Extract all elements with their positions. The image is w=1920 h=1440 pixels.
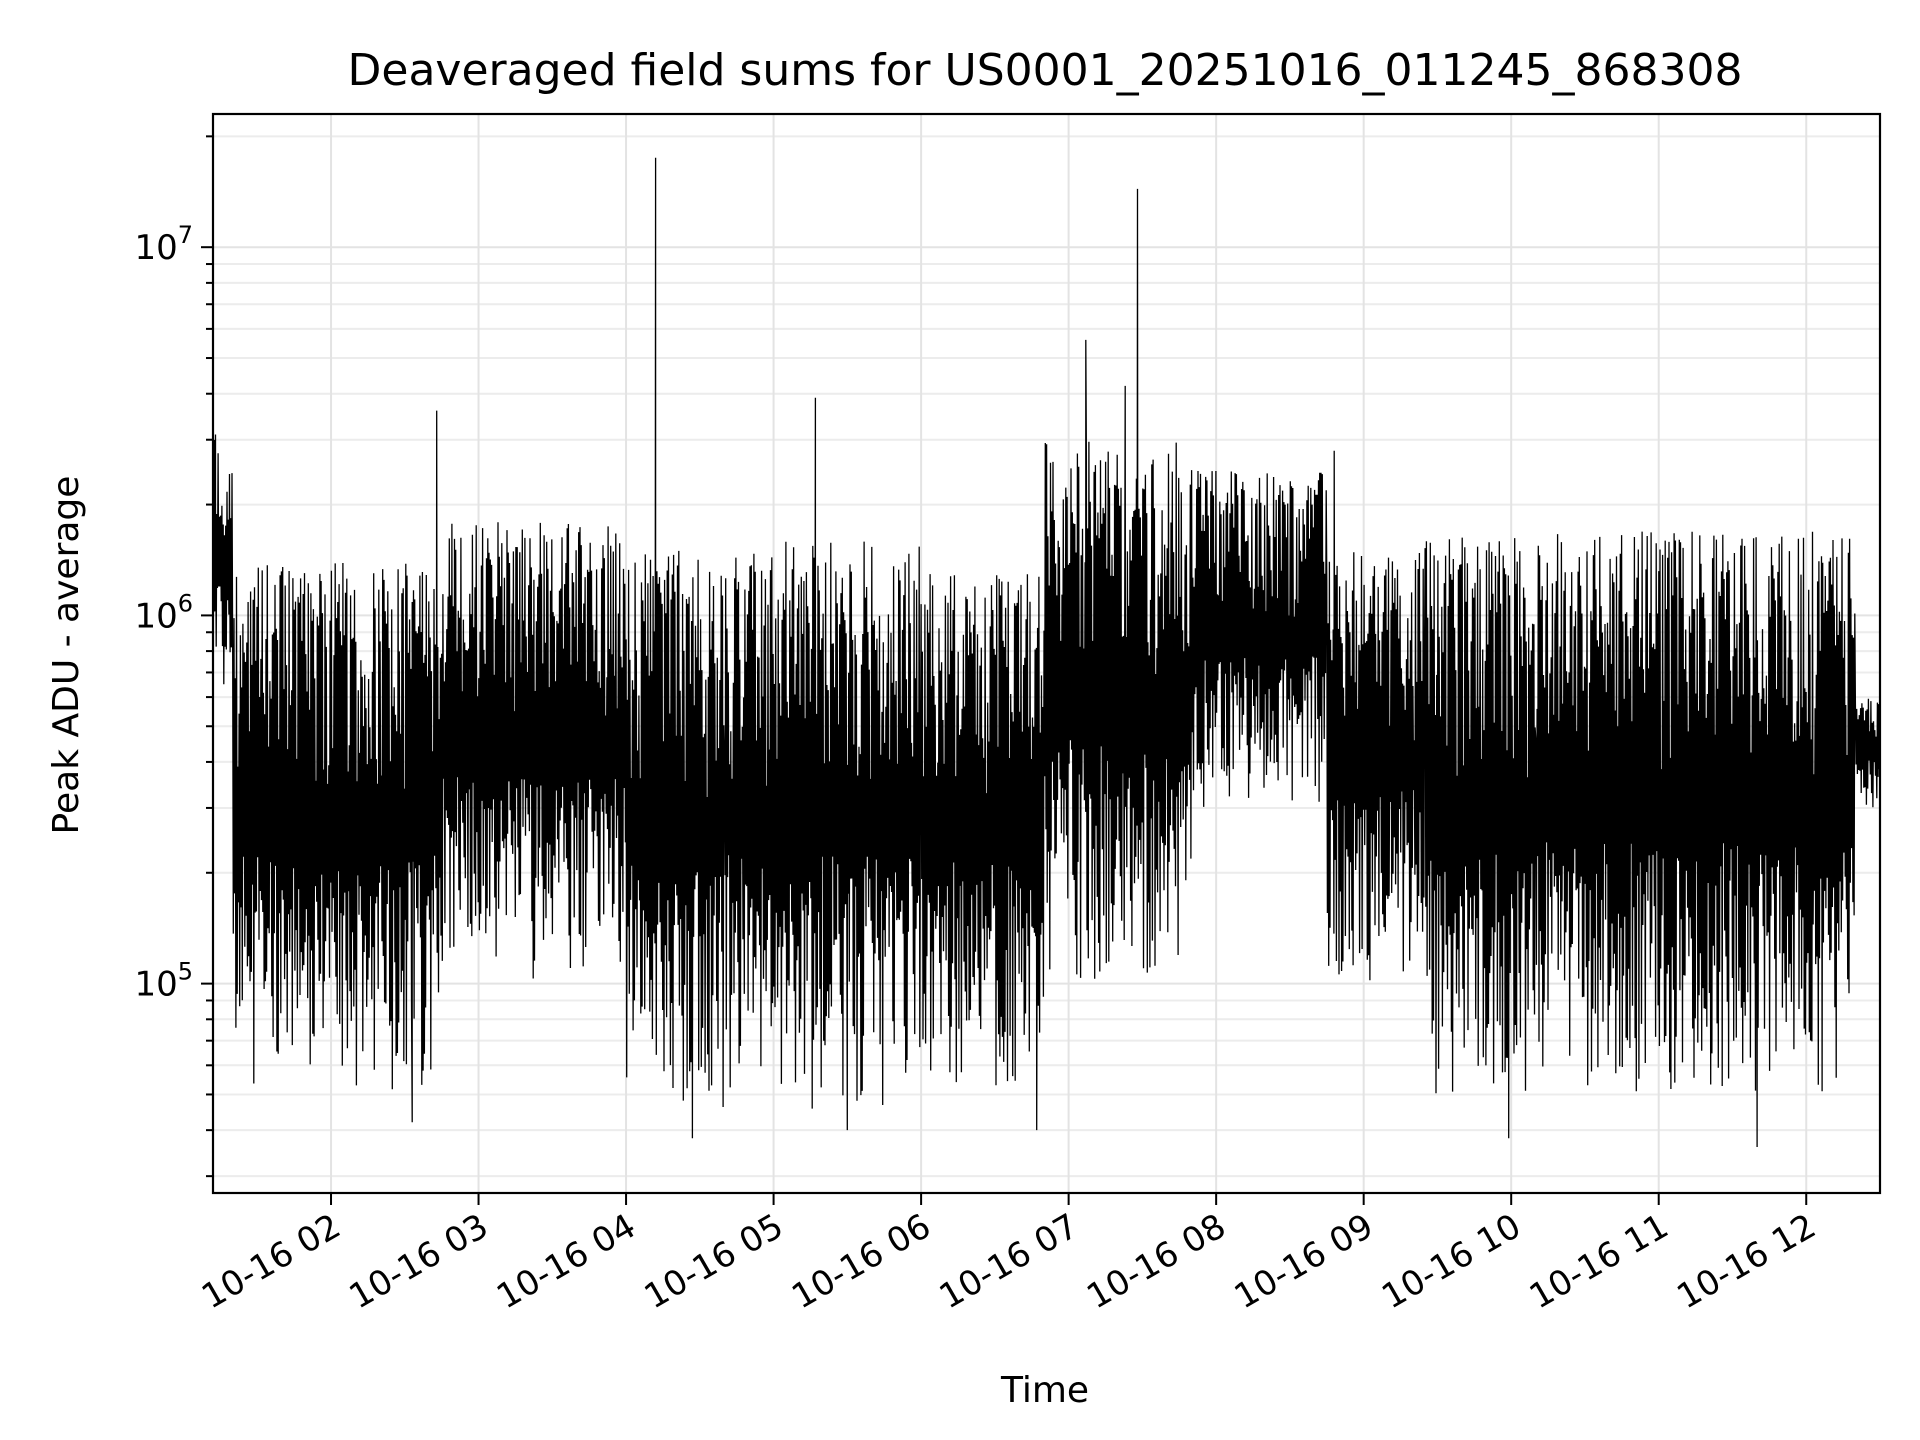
chart-title: Deaveraged field sums for US0001_2025101… bbox=[348, 45, 1743, 96]
x-tick-label: 10-16 06 bbox=[785, 1206, 937, 1317]
x-tick-label: 10-16 05 bbox=[638, 1206, 790, 1317]
x-axis-label: Time bbox=[1000, 1370, 1089, 1411]
y-tick-label: 105 bbox=[134, 958, 193, 1005]
y-tick-labels: 105 106 107 bbox=[134, 221, 193, 1004]
series-line bbox=[212, 157, 1881, 1148]
x-tick-label: 10-16 11 bbox=[1523, 1206, 1675, 1317]
x-tick-label: 10-16 08 bbox=[1080, 1206, 1232, 1317]
x-tick-label: 10-16 12 bbox=[1670, 1206, 1822, 1317]
x-tick-label: 10-16 03 bbox=[343, 1206, 495, 1317]
y-tick-label: 106 bbox=[134, 589, 193, 636]
x-tick-label: 10-16 09 bbox=[1228, 1206, 1380, 1317]
x-tick-label: 10-16 07 bbox=[933, 1206, 1085, 1317]
y-tick-label: 107 bbox=[134, 221, 193, 268]
plot-frame bbox=[211, 112, 1882, 1195]
x-tick-label: 10-16 02 bbox=[195, 1206, 347, 1317]
y-axis-label: Peak ADU - average bbox=[46, 476, 87, 835]
x-tick-label: 10-16 04 bbox=[490, 1206, 642, 1317]
x-tick-label: 10-16 10 bbox=[1375, 1206, 1527, 1317]
series-layer bbox=[212, 157, 1881, 1148]
axis-ticks bbox=[201, 135, 1808, 1205]
